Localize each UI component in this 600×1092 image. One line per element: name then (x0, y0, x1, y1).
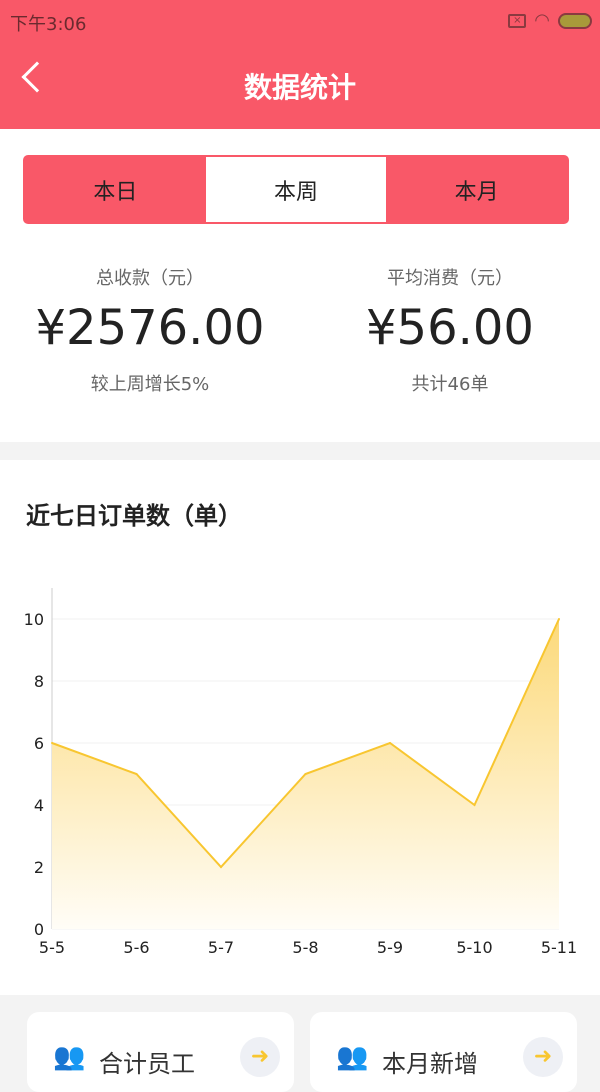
wifi-icon: ◠ (534, 10, 550, 31)
status-icons: × ◠ (508, 10, 592, 31)
data-point (473, 804, 476, 806)
page-title: 数据统计 (243, 71, 356, 104)
x-tick-label: 5-11 (541, 938, 577, 957)
tab-day[interactable]: 本日 (93, 179, 138, 205)
y-tick-label: 8 (34, 672, 44, 691)
monthly-new-tile[interactable]: 👥 本月新增 ➜ (310, 1012, 577, 1092)
stat-sub: 较上周增长5% (90, 374, 210, 395)
arrow-button[interactable]: ➜ (523, 1037, 563, 1077)
no-sim-icon: × (508, 13, 527, 28)
header-bar: 下午3:06 × ◠ 数据统计 (0, 0, 600, 129)
data-point (304, 773, 307, 775)
y-tick-label: 0 (34, 920, 44, 939)
battery-charging-icon (558, 12, 592, 29)
status-time: 下午3:06 (10, 14, 87, 35)
users-icon: 👥 (53, 1042, 86, 1072)
y-tick-label: 2 (34, 858, 44, 877)
data-point (558, 618, 560, 620)
users-icon: 👥 (336, 1042, 369, 1072)
average-spend: 平均消费（元） ¥56.00 共计46单 (300, 264, 600, 396)
arrow-button[interactable]: ➜ (240, 1037, 280, 1077)
tile-label: 本月新增 (382, 1050, 478, 1078)
chart-title: 近七日订单数（单） (26, 502, 242, 530)
y-tick-label: 10 (24, 610, 44, 629)
x-tick-label: 5-7 (208, 938, 234, 957)
tab-week[interactable]: 本周 (205, 157, 387, 222)
order-chart: 0 2 4 6 8 10 5-5 5-6 5-7 5-8 5-9 5-10 5-11 (24, 588, 577, 957)
total-revenue: 总收款（元） ¥2576.00 较上周增长5% (0, 264, 300, 396)
y-tick-label: 4 (34, 796, 44, 815)
x-tick-label: 5-10 (456, 938, 492, 957)
stat-sub: 共计46单 (411, 374, 489, 395)
x-tick-label: 5-9 (377, 938, 403, 957)
tile-label: 合计员工 (99, 1050, 195, 1078)
tab-month[interactable]: 本月 (454, 179, 499, 205)
stat-value: ¥56.00 (366, 300, 534, 356)
data-point (220, 866, 222, 868)
data-point (135, 773, 138, 775)
period-tabs: 本日 本周 本月 (23, 155, 569, 224)
data-point (389, 742, 391, 744)
total-staff-tile[interactable]: 👥 合计员工 ➜ (27, 1012, 294, 1092)
x-tick-label: 5-5 (39, 938, 65, 957)
stat-label: 平均消费（元） (387, 268, 513, 289)
data-point (51, 742, 53, 744)
x-tick-label: 5-8 (292, 938, 318, 957)
y-tick-label: 6 (34, 734, 44, 753)
x-tick-label: 5-6 (123, 938, 149, 957)
stat-value: ¥2576.00 (35, 300, 265, 356)
stat-label: 总收款（元） (96, 268, 204, 289)
